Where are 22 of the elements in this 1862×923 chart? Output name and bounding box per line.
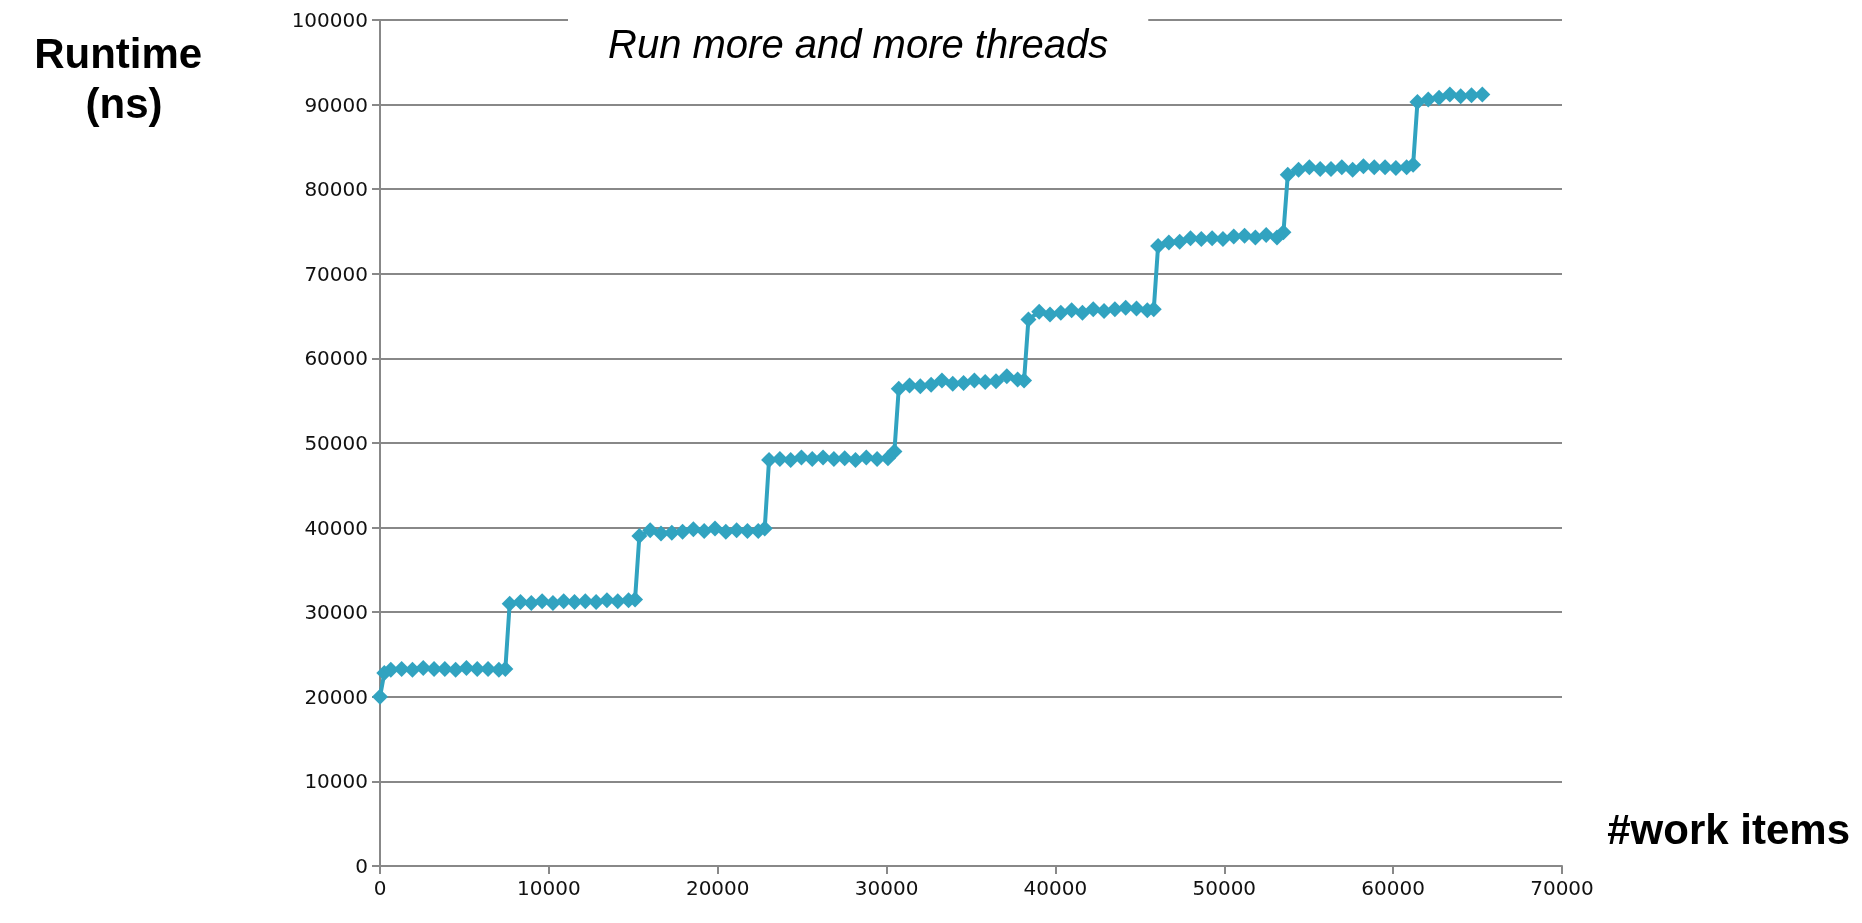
y-tick-label: 50000 — [304, 431, 368, 455]
y-tick-label: 40000 — [304, 515, 368, 540]
x-tick-label: 20000 — [685, 876, 750, 900]
y-tick-label: 0 — [355, 854, 368, 878]
y-tick-label: 70000 — [304, 261, 368, 286]
y-tick-label: 30000 — [304, 600, 368, 625]
x-tick-label: 40000 — [1023, 876, 1088, 900]
x-axis-title: #work items — [1607, 805, 1851, 853]
y-tick-label: 90000 — [304, 92, 368, 117]
y-tick-label: 20000 — [304, 684, 368, 709]
x-tick-label: 0 — [373, 876, 387, 900]
y-tick-label: 100000 — [291, 8, 368, 32]
x-tick-label: 10000 — [517, 876, 581, 900]
y-tick-label: 60000 — [304, 346, 368, 371]
x-tick-label: 60000 — [1361, 876, 1425, 900]
y-axis-title: Runtime (ns) — [34, 29, 214, 127]
x-tick-label: 70000 — [1530, 876, 1594, 900]
y-tick-label: 80000 — [304, 177, 368, 202]
chart-title: Run more and more threads — [608, 22, 1109, 66]
x-tick-label: 50000 — [1192, 876, 1257, 900]
x-tick-label: 30000 — [854, 876, 919, 900]
y-tick-label: 10000 — [304, 769, 368, 794]
